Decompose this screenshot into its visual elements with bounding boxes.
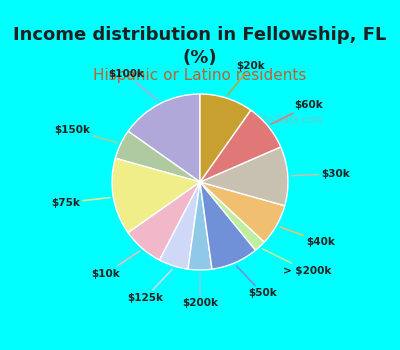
Wedge shape (128, 182, 200, 260)
Text: $75k: $75k (52, 197, 110, 208)
Text: Hispanic or Latino residents: Hispanic or Latino residents (93, 68, 307, 83)
Text: $20k: $20k (228, 61, 266, 95)
Wedge shape (115, 131, 200, 182)
Text: $150k: $150k (54, 125, 117, 143)
Text: $200k: $200k (182, 273, 218, 308)
Wedge shape (112, 158, 200, 233)
Text: $100k: $100k (108, 69, 158, 101)
Wedge shape (200, 182, 285, 242)
Wedge shape (200, 147, 288, 206)
Text: $50k: $50k (236, 266, 277, 299)
Text: $30k: $30k (291, 169, 350, 179)
Wedge shape (128, 94, 200, 182)
Wedge shape (188, 182, 212, 270)
Wedge shape (200, 94, 251, 182)
Text: > $200k: > $200k (262, 249, 331, 276)
Text: $125k: $125k (127, 269, 172, 303)
Text: $40k: $40k (280, 227, 335, 246)
Text: $10k: $10k (92, 251, 140, 279)
Text: Income distribution in Fellowship, FL
(%): Income distribution in Fellowship, FL (%… (13, 27, 387, 66)
Text: City-Data.com: City-Data.com (253, 115, 323, 125)
Wedge shape (160, 182, 200, 269)
Wedge shape (200, 182, 256, 269)
Wedge shape (200, 110, 281, 182)
Text: $60k: $60k (271, 100, 323, 124)
Wedge shape (200, 182, 264, 250)
